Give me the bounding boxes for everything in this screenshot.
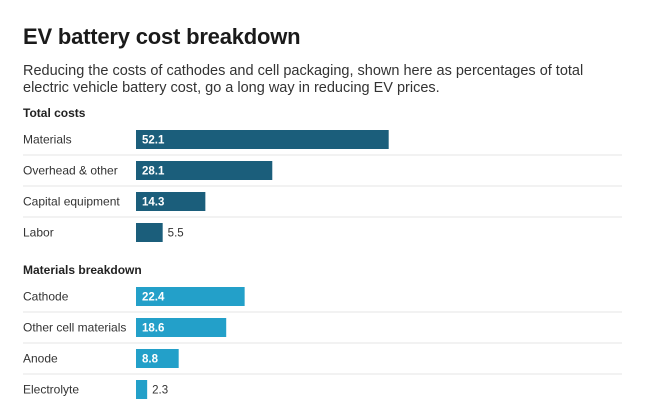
category-label-labor: Labor: [23, 226, 54, 240]
value-label-capital-equipment: 14.3: [142, 197, 164, 209]
category-label-cathode: Cathode: [23, 290, 69, 304]
category-label-anode: Anode: [23, 352, 58, 366]
category-label-capital-equipment: Capital equipment: [23, 195, 120, 209]
bar-electrolyte: [136, 380, 148, 399]
bar-capital-equipment: [136, 192, 206, 211]
value-label-anode: 8.8: [142, 354, 159, 366]
value-label-materials: 52.1: [142, 135, 165, 147]
bar-cathode: [136, 287, 245, 306]
section-title-materials-breakdown: Materials breakdown: [23, 263, 142, 277]
value-label-cathode: 22.4: [142, 292, 165, 304]
bar-labor: [136, 223, 163, 242]
section-title-total-costs: Total costs: [23, 106, 86, 120]
bar-overhead-and-other: [136, 161, 273, 180]
bar-anode: [136, 349, 179, 368]
category-label-electrolyte: Electrolyte: [23, 383, 79, 397]
value-label-labor: 5.5: [168, 228, 184, 240]
value-label-other-cell-materials: 18.6: [142, 323, 164, 335]
chart-subtitle: Reducing the costs of cathodes and cell …: [23, 63, 584, 96]
bar-other-cell-materials: [136, 318, 227, 337]
materials-breakdown-rows: Cathode 22.4 Other cell materials 18.6 Anode…: [23, 287, 622, 399]
value-label-electrolyte: 2.3: [152, 385, 168, 397]
total-costs-rows: Materials 52.1 Overhead & other 28.1 Capital…: [23, 130, 622, 242]
value-label-overhead-and-other: 28.1: [142, 166, 165, 178]
category-label-materials: Materials: [23, 133, 72, 147]
category-label-other-cell-materials: Other cell materials: [23, 321, 126, 335]
chart-title: EV battery cost breakdown: [23, 24, 301, 49]
bar-materials: [136, 130, 389, 149]
category-label-overhead-and-other: Overhead & other: [23, 164, 118, 178]
